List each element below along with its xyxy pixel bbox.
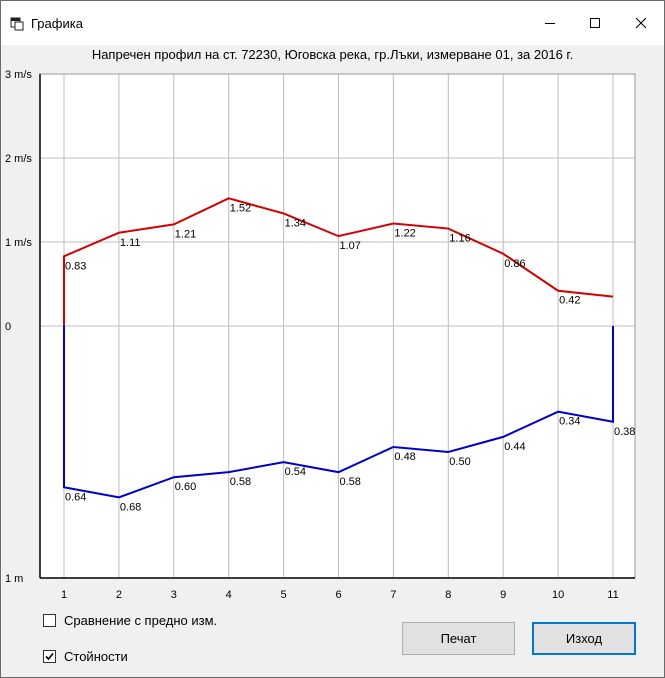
x-tick-label: 1 [61,589,67,601]
x-tick-label: 2 [116,589,122,601]
x-tick-label: 8 [445,589,451,601]
x-tick-label: 7 [390,589,396,601]
compare-label: Сравнение с предно изм. [64,613,218,628]
title-bar: Графика [1,1,664,45]
maximize-button[interactable] [572,1,618,45]
velocity-data-label: 0.83 [65,260,86,272]
print-button[interactable]: Печат [402,622,515,655]
x-tick-label: 10 [552,589,564,601]
compare-option[interactable]: Сравнение с предно изм. [43,613,217,628]
depth-data-label: 0.44 [504,441,525,453]
y-tick-label: 1 m/s [5,237,32,249]
depth-line [63,326,614,499]
chart-title: Напречен профил на ст. 72230, Юговска ре… [91,47,574,62]
profile-chart: 3 m/s 2 m/s 1 m/s 0 1 m 1 2 3 4 5 6 7 8 9 10 11 0.83 1.11… [5,69,636,601]
depth-data-label: 0.54 [285,466,306,478]
depth-data-label: 0.58 [340,476,361,488]
depth-data-label: 0.68 [120,501,141,513]
velocity-data-label: 1.16 [449,233,470,245]
velocity-data-label: 1.34 [285,217,306,229]
y-tick-label: 2 m/s [5,153,32,165]
app-icon [10,17,24,31]
depth-data-label: 0.64 [65,491,86,503]
x-tick-label: 9 [500,589,506,601]
x-tick-label: 3 [171,589,177,601]
x-tick-label: 4 [226,589,232,601]
velocity-data-label: 0.42 [559,295,580,307]
depth-data-label: 0.48 [394,451,415,463]
velocity-data-label: 1.21 [175,228,196,240]
values-option[interactable]: Стойности [43,649,128,664]
x-tick-label: 11 [607,589,618,601]
minimize-button[interactable] [527,1,573,45]
velocity-data-label: 1.11 [120,237,141,249]
velocity-data-label: 1.52 [230,202,251,214]
depth-data-label: 0.60 [175,481,196,493]
y-tick-label: 0 [5,321,11,333]
values-label: Стойности [64,649,128,664]
checkmark-icon [45,652,54,661]
window-title: Графика [31,16,83,31]
depth-data-label: 0.50 [449,456,470,468]
close-icon [635,17,647,29]
close-button[interactable] [618,1,664,45]
velocity-data-label: 1.22 [394,228,415,240]
compare-checkbox[interactable] [43,614,56,627]
depth-data-label: 0.34 [559,416,580,428]
depth-data-label: 0.58 [230,476,251,488]
y-tick-label: 3 m/s [5,69,32,81]
velocity-data-label: 0.86 [504,258,525,270]
velocity-data-label: 1.07 [340,240,361,252]
depth-data-label: 0.38 [614,426,635,438]
maximize-icon [590,18,600,28]
x-tick-label: 6 [335,589,341,601]
y-tick-label: 1 m [5,573,23,585]
x-tick-label: 5 [281,589,287,601]
minimize-icon [545,23,555,24]
exit-button[interactable]: Изход [532,622,636,655]
values-checkbox[interactable] [43,650,56,663]
velocity-line [63,197,614,326]
